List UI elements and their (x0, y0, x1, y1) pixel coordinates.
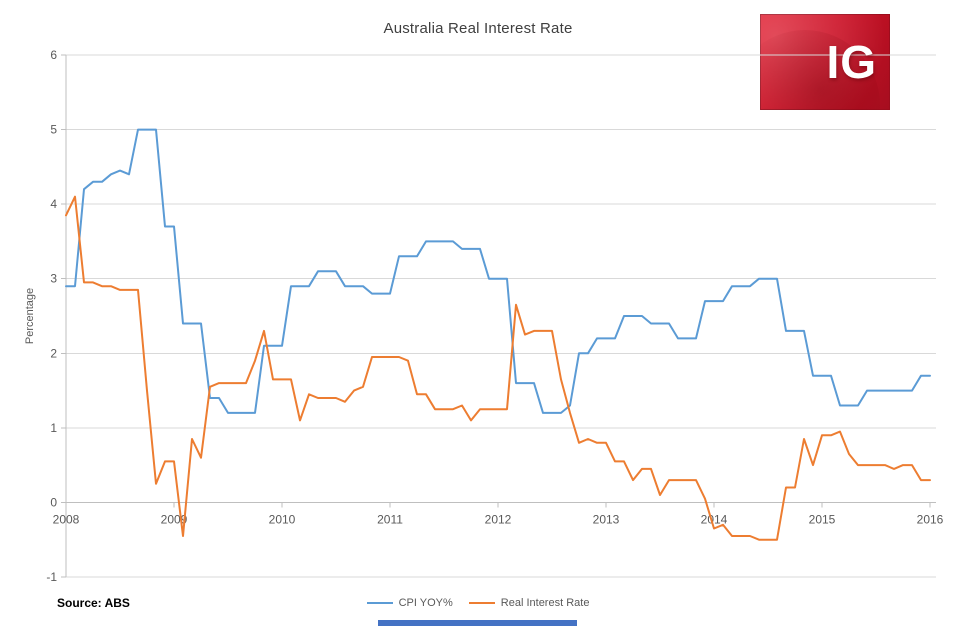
ig-logo-text: IG (826, 36, 877, 88)
y-tick-label: -1 (46, 570, 57, 584)
series-line-0 (65, 128, 931, 414)
x-tick-label: 2013 (593, 512, 620, 526)
y-tick-label: 1 (50, 421, 57, 435)
ig-logo: IG (760, 14, 890, 110)
x-tick-label: 2014 (701, 512, 728, 526)
legend-item-real-rate: Real Interest Rate (468, 597, 590, 609)
x-tick-label: 2016 (917, 512, 944, 526)
y-tick-label: 3 (50, 272, 57, 286)
x-tick-label: 2008 (53, 512, 80, 526)
legend-line-real-rate-icon (468, 602, 495, 604)
x-tick-label: 2010 (269, 512, 296, 526)
series-line-1 (65, 195, 931, 541)
legend-label-real-rate: Real Interest Rate (500, 597, 590, 609)
legend-label-cpi: CPI YOY% (398, 597, 453, 609)
y-tick-label: 6 (50, 48, 57, 62)
x-tick-label: 2011 (377, 512, 403, 526)
legend-line-cpi-icon (366, 602, 393, 604)
x-tick-label: 2015 (809, 512, 836, 526)
y-tick-label: 2 (50, 346, 57, 360)
y-tick-label: 0 (50, 495, 57, 509)
y-tick-label: 4 (50, 197, 57, 211)
chart-title: Australia Real Interest Rate (383, 20, 573, 37)
source-note: Source: ABS (57, 596, 130, 610)
x-tick-label: 2012 (485, 512, 512, 526)
y-tick-label: 5 (50, 123, 57, 137)
legend-item-cpi: CPI YOY% (366, 597, 453, 609)
bottom-blue-bar (378, 620, 577, 626)
chart-legend: CPI YOY% Real Interest Rate (0, 597, 956, 609)
